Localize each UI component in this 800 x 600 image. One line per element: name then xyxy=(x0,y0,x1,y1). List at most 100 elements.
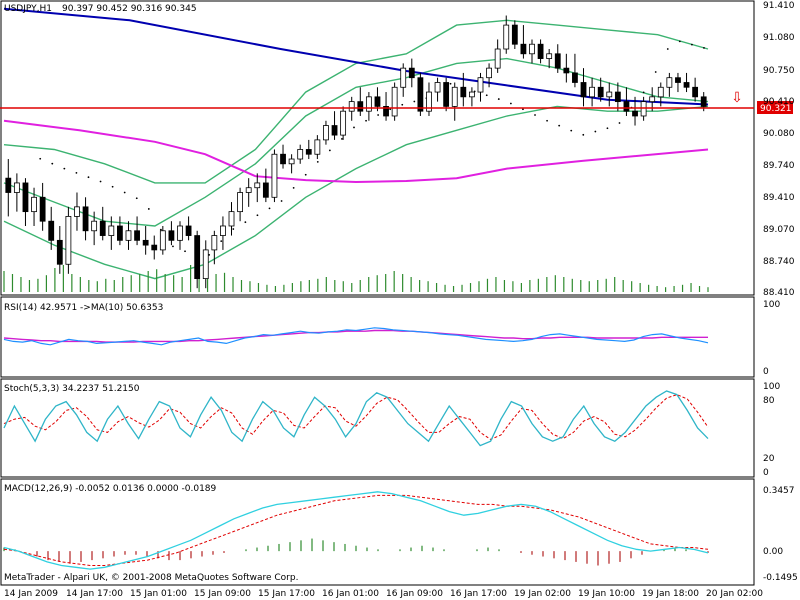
candle-body xyxy=(108,225,115,236)
candle-body xyxy=(348,101,355,112)
sar-dot xyxy=(642,91,645,94)
candle-body xyxy=(443,82,450,107)
candle-body xyxy=(31,196,37,213)
candle-body xyxy=(194,235,201,280)
candle-body xyxy=(503,24,510,50)
sar-dot xyxy=(558,124,561,127)
candle-body xyxy=(254,182,261,189)
sar-dot xyxy=(304,173,307,176)
candle-body xyxy=(65,216,72,265)
candle-body xyxy=(168,230,175,241)
sar-dot xyxy=(172,245,174,248)
candle-body xyxy=(48,220,55,241)
price-tick: 90.750 xyxy=(763,66,795,76)
sar-dot xyxy=(594,130,597,133)
candle-body xyxy=(357,101,364,112)
candle-body xyxy=(700,96,707,107)
main-panel[interactable]: ⇩ 90.321 USDJPY,H1 90.397 90.452 90.316 … xyxy=(0,0,795,298)
candle-body xyxy=(554,53,561,69)
bollinger-lower-line xyxy=(3,105,709,280)
candle-body xyxy=(185,225,192,236)
candle-body xyxy=(400,67,407,88)
price-tick: 89.070 xyxy=(763,225,795,235)
time-axis: 14 Jan 2009 14 Jan 17:00 15 Jan 01:00 15… xyxy=(4,589,763,599)
sar-dot xyxy=(256,214,259,217)
rsi-panel[interactable]: RSI(14) 42.9571 ->MA(10) 50.6353 100 0 xyxy=(0,296,780,378)
candle-body xyxy=(640,101,647,117)
sar-dot xyxy=(292,186,295,189)
sar-dot xyxy=(220,240,223,243)
bollinger-bands xyxy=(3,19,709,280)
sar-dot xyxy=(316,160,319,163)
candle-body xyxy=(383,106,389,117)
stoch-main-line xyxy=(3,390,709,447)
price-tick: 89.410 xyxy=(763,193,795,203)
main-panel-border xyxy=(0,0,755,296)
candle-body xyxy=(151,244,158,251)
candle-body xyxy=(365,96,372,112)
rsi-label: RSI(14) 42.9571 ->MA(10) 50.6353 xyxy=(4,303,163,313)
macd-panel[interactable]: MACD(12,26,9) -0.0052 0.0136 0.0000 -0.0… xyxy=(0,478,798,586)
candle-body xyxy=(280,153,286,165)
sar-dot xyxy=(485,94,488,97)
current-price-box xyxy=(757,101,793,114)
bollinger-middle-line xyxy=(3,57,709,227)
candle-body xyxy=(13,182,20,193)
time-label: 15 Jan 09:00 xyxy=(194,589,251,599)
time-label: 14 Jan 17:00 xyxy=(66,589,123,599)
candle-body xyxy=(469,91,475,98)
stochastic-lines xyxy=(3,390,709,447)
time-label: 19 Jan 10:00 xyxy=(578,589,635,599)
macd-tick: 0.00 xyxy=(763,547,783,557)
sar-dot xyxy=(522,108,524,111)
current-price-label: 90.321 xyxy=(760,104,792,114)
price-tick: 91.080 xyxy=(763,33,795,43)
candle-body xyxy=(434,82,441,93)
candle-body xyxy=(520,43,527,55)
sar-dot xyxy=(135,197,138,200)
sar-dot xyxy=(232,228,235,230)
sar-dot xyxy=(147,208,150,210)
stochastic-tick: 0 xyxy=(763,468,769,478)
time-label: 14 Jan 2009 xyxy=(4,589,58,599)
candle-body xyxy=(589,86,595,98)
candle-body xyxy=(99,220,106,236)
candle-body xyxy=(597,86,604,98)
time-label: 19 Jan 18:00 xyxy=(642,589,699,599)
stochastic-panel[interactable]: Stoch(5,3,3) 34.2237 51.2150 100 80 20 0 xyxy=(0,378,780,478)
candle-body xyxy=(323,125,329,141)
candlesticks xyxy=(5,15,707,289)
candle-body xyxy=(82,206,89,232)
candle-body xyxy=(391,86,398,117)
sar-dot xyxy=(75,171,78,174)
stochastic-panel-border xyxy=(0,378,755,478)
sar-dot xyxy=(268,207,271,210)
down-arrow-icon: ⇩ xyxy=(731,90,743,106)
candle-body xyxy=(477,77,484,93)
ma-fast-line xyxy=(3,7,709,106)
price-tick: 88.740 xyxy=(763,257,795,267)
time-label: 16 Jan 09:00 xyxy=(386,589,443,599)
price-tick: 89.740 xyxy=(763,161,795,171)
candle-body xyxy=(529,43,535,55)
candle-body xyxy=(39,196,46,222)
moving-averages xyxy=(3,7,709,184)
candle-body xyxy=(271,153,278,198)
time-label: 19 Jan 02:00 xyxy=(514,589,571,599)
sar-dot xyxy=(509,102,512,105)
rsi-tick: 0 xyxy=(763,367,769,377)
sar-dot xyxy=(389,108,392,111)
macd-label: MACD(12,26,9) -0.0052 0.0136 0.0000 -0.0… xyxy=(4,484,217,494)
macd-tick: 0.3457 xyxy=(763,486,795,496)
sar-dot xyxy=(449,82,452,85)
candle-body xyxy=(297,149,304,160)
price-tick: 91.410 xyxy=(763,1,795,11)
candle-body xyxy=(451,86,458,107)
sar-dot xyxy=(365,119,367,122)
candle-body xyxy=(460,86,467,98)
candle-body xyxy=(91,220,98,232)
candle-body xyxy=(134,230,140,241)
sar-dot xyxy=(570,129,573,132)
